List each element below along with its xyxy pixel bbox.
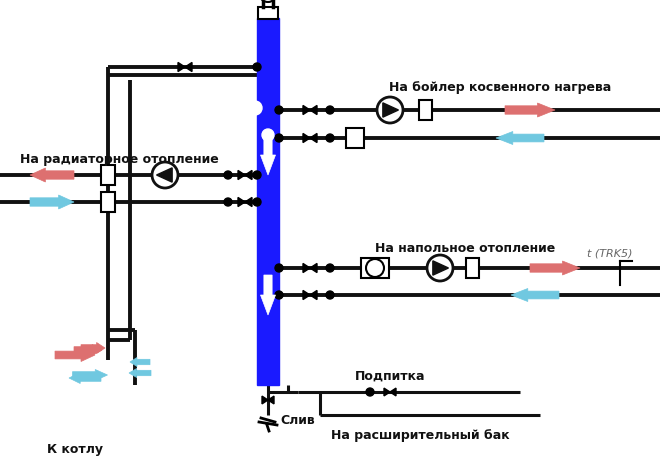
- Polygon shape: [30, 168, 74, 182]
- Bar: [101, 165, 115, 185]
- Circle shape: [262, 129, 274, 141]
- Circle shape: [377, 97, 403, 123]
- Polygon shape: [303, 263, 310, 273]
- Polygon shape: [310, 105, 317, 115]
- Polygon shape: [81, 342, 105, 353]
- Bar: [361, 258, 389, 278]
- Text: На радиаторное отопление: На радиаторное отопление: [20, 153, 218, 166]
- Circle shape: [259, 0, 277, 2]
- Polygon shape: [496, 132, 544, 145]
- Circle shape: [326, 291, 334, 299]
- Circle shape: [275, 106, 283, 114]
- Text: Подпитка: Подпитка: [354, 370, 425, 383]
- Circle shape: [275, 291, 283, 299]
- Polygon shape: [310, 263, 317, 273]
- Text: Слив: Слив: [280, 413, 315, 426]
- Polygon shape: [72, 370, 107, 381]
- Circle shape: [326, 134, 334, 142]
- Polygon shape: [261, 275, 275, 315]
- Circle shape: [366, 259, 384, 277]
- Circle shape: [275, 264, 283, 272]
- Circle shape: [366, 388, 374, 396]
- Text: На расширительный бак: На расширительный бак: [331, 428, 509, 442]
- Polygon shape: [310, 134, 317, 143]
- Circle shape: [248, 101, 262, 115]
- Bar: [466, 258, 478, 278]
- Polygon shape: [303, 134, 310, 143]
- Polygon shape: [129, 369, 151, 377]
- Polygon shape: [238, 197, 245, 207]
- Text: На напольное отопление: На напольное отопление: [375, 242, 555, 255]
- Circle shape: [152, 162, 178, 188]
- Bar: [101, 192, 115, 212]
- Circle shape: [427, 255, 453, 281]
- Polygon shape: [30, 195, 74, 209]
- Polygon shape: [185, 62, 192, 72]
- Circle shape: [224, 171, 232, 179]
- Circle shape: [253, 171, 261, 179]
- Polygon shape: [238, 170, 245, 180]
- Polygon shape: [55, 348, 95, 361]
- Polygon shape: [433, 261, 448, 275]
- Text: На бойлер косвенного нагрева: На бойлер косвенного нагрева: [389, 80, 611, 93]
- Polygon shape: [245, 170, 252, 180]
- Bar: [419, 100, 431, 120]
- Circle shape: [253, 63, 261, 71]
- Polygon shape: [130, 358, 150, 366]
- Circle shape: [253, 198, 261, 206]
- Polygon shape: [178, 62, 185, 72]
- Circle shape: [326, 264, 334, 272]
- Polygon shape: [383, 103, 399, 117]
- Polygon shape: [303, 291, 310, 299]
- Polygon shape: [69, 372, 101, 383]
- Circle shape: [224, 198, 232, 206]
- Polygon shape: [303, 105, 310, 115]
- Polygon shape: [262, 396, 268, 404]
- Bar: [346, 128, 364, 148]
- Polygon shape: [74, 345, 102, 355]
- Polygon shape: [511, 288, 559, 302]
- Polygon shape: [390, 388, 396, 396]
- Text: К котлу: К котлу: [47, 444, 103, 456]
- Text: t (TRK5): t (TRK5): [587, 248, 632, 258]
- Bar: [258, 7, 278, 19]
- Polygon shape: [384, 388, 390, 396]
- Circle shape: [275, 134, 283, 142]
- Polygon shape: [261, 135, 275, 175]
- Polygon shape: [245, 197, 252, 207]
- Polygon shape: [268, 396, 274, 404]
- Polygon shape: [157, 168, 172, 182]
- Polygon shape: [530, 261, 580, 275]
- Circle shape: [326, 106, 334, 114]
- Bar: [257, 18, 279, 385]
- Polygon shape: [505, 103, 555, 117]
- Polygon shape: [310, 291, 317, 299]
